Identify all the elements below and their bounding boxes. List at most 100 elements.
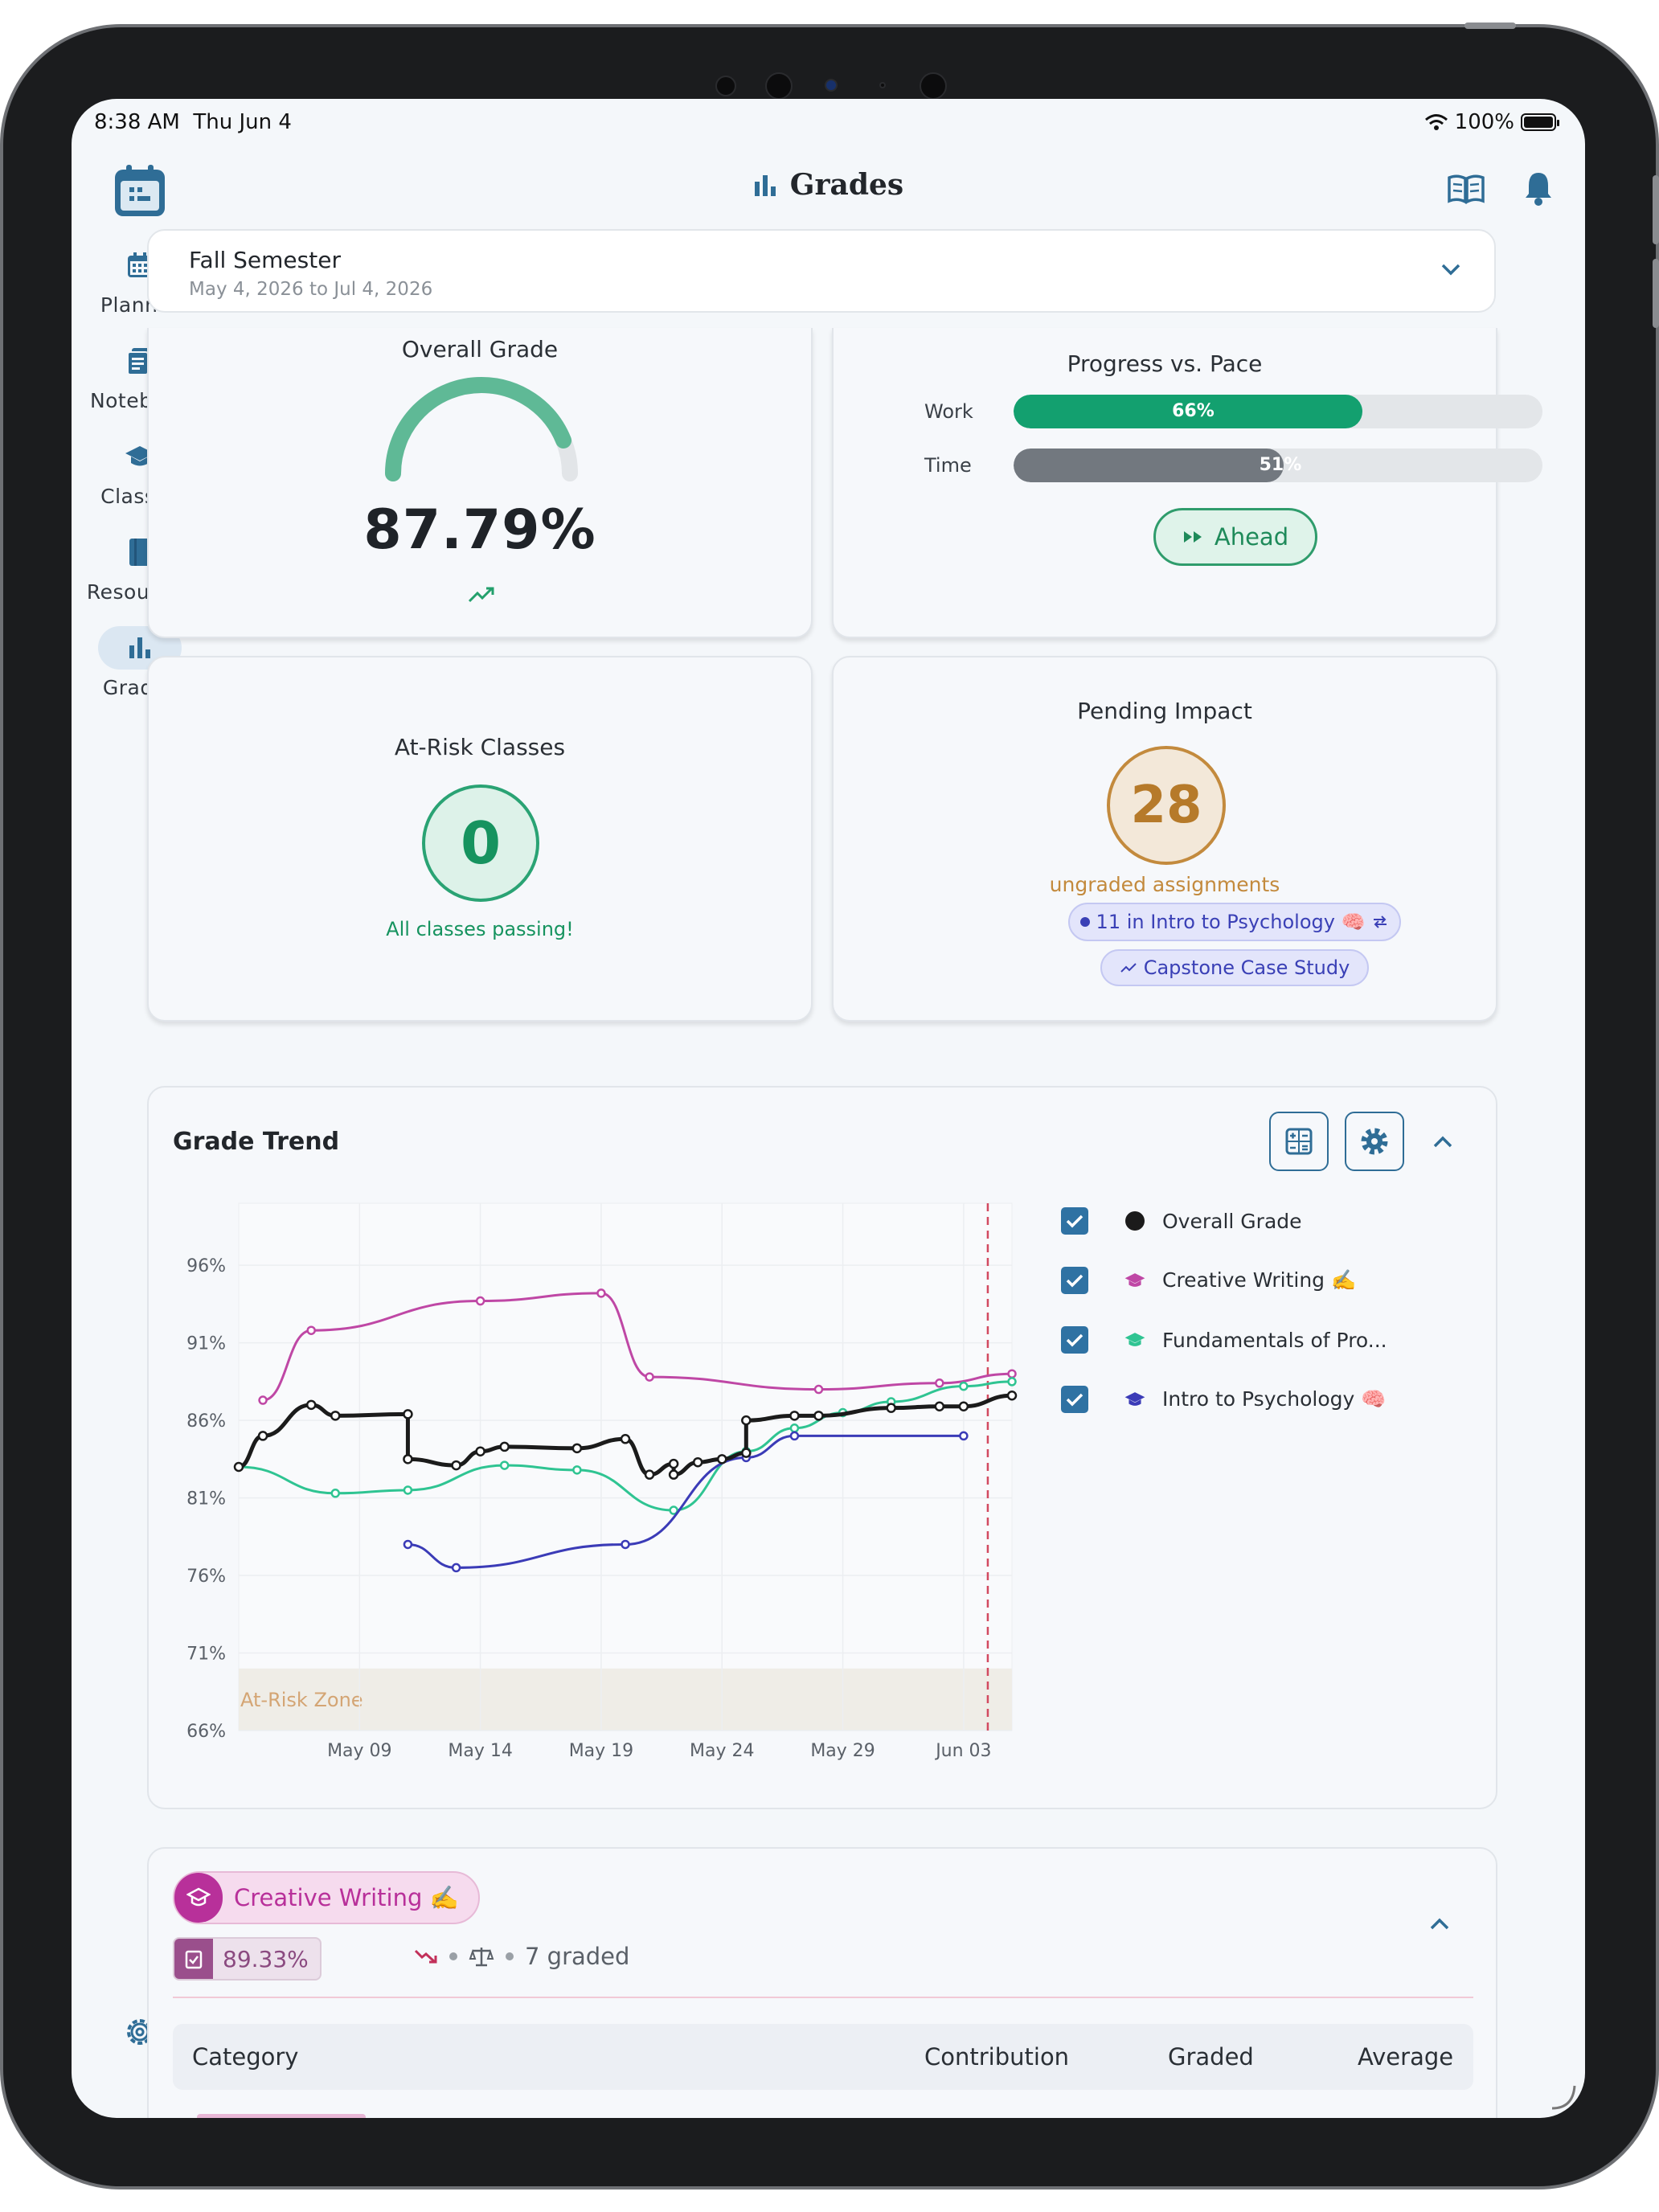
checkmark-icon — [1066, 1215, 1083, 1228]
fast-forward-icon — [1183, 531, 1202, 543]
legend-psychology[interactable]: Intro to Psychology 🧠 — [1061, 1383, 1386, 1415]
data-point-2 — [403, 1485, 413, 1495]
chevron-up-icon[interactable] — [1432, 1134, 1454, 1150]
planner-pill — [98, 244, 182, 287]
legend-fundamentals[interactable]: Fundamentals of Pro... — [1061, 1324, 1387, 1356]
at-risk-zone — [239, 1668, 1012, 1731]
x-tick-label: Jun 03 — [934, 1741, 991, 1761]
gear-icon — [1361, 1128, 1388, 1155]
x-tick-label: May 24 — [690, 1741, 754, 1761]
class-meta: 7 graded — [414, 1943, 629, 1970]
semester-name: Fall Semester — [189, 247, 341, 273]
class-score-badge: 89.33% — [173, 1937, 322, 1981]
app-screen: 8:38 AM Thu Jun 4 100% — [72, 99, 1585, 2118]
data-point-0 — [403, 1409, 413, 1419]
ahead-status-button[interactable]: Ahead — [1153, 508, 1317, 566]
y-tick-label: 91% — [186, 1334, 226, 1354]
at-risk-zone-label: At-Risk Zone — [240, 1689, 363, 1711]
balance-scale-icon — [469, 1948, 494, 1967]
data-point-3 — [959, 1431, 969, 1441]
pending-chip-psychology-text: 11 in Intro to Psychology 🧠 — [1096, 911, 1366, 933]
work-label: Work — [924, 400, 973, 423]
x-tick-label: May 09 — [327, 1741, 391, 1761]
data-point-0 — [1006, 1390, 1018, 1401]
pending-chip-capstone-text: Capstone Case Study — [1143, 956, 1350, 979]
chart-settings-button[interactable] — [1345, 1112, 1404, 1171]
calendar-icon — [128, 252, 152, 277]
trending-down-icon — [414, 1949, 437, 1964]
semester-selector[interactable]: Fall Semester May 4, 2026 to Jul 4, 2026 — [147, 229, 1496, 313]
notebook-icon — [127, 348, 152, 375]
data-point-0 — [644, 1469, 655, 1480]
meta-separator — [506, 1952, 514, 1960]
data-point-0 — [692, 1456, 703, 1468]
data-point-1 — [813, 1384, 824, 1395]
at-risk-title: At-Risk Classes — [394, 734, 566, 760]
data-point-0 — [668, 1458, 679, 1469]
data-point-0 — [571, 1443, 583, 1454]
class-icon — [174, 1873, 223, 1923]
checkmark-icon — [1066, 1393, 1083, 1407]
open-book-icon[interactable] — [1446, 168, 1486, 208]
data-point-1 — [1007, 1369, 1017, 1378]
app-logo-icon[interactable] — [112, 163, 168, 219]
data-point-3 — [621, 1539, 630, 1550]
time-progress-fill — [1014, 449, 1284, 482]
overall-grade-card: Overall Grade 87.79% — [147, 328, 813, 638]
status-clock: 8:38 AM — [94, 110, 180, 134]
notification-bell-icon[interactable] — [1518, 168, 1559, 208]
legend-overall-grade[interactable]: Overall Grade — [1061, 1205, 1302, 1237]
legend-creative-writing[interactable]: Creative Writing ✍️ — [1061, 1264, 1356, 1296]
calculator-button[interactable] — [1269, 1112, 1329, 1171]
data-point-2 — [572, 1465, 582, 1475]
at-risk-card: At-Risk Classes 0 All classes passing! — [147, 656, 813, 1022]
class-score: 89.33% — [223, 1945, 309, 1972]
time-percent: 51% — [1259, 455, 1302, 475]
section-divider — [173, 1997, 1473, 1998]
data-point-2 — [1007, 1377, 1017, 1387]
legend-checkbox[interactable] — [1061, 1386, 1088, 1413]
cap-icon-creative — [1124, 1273, 1145, 1287]
collapse-chevron-icon[interactable] — [1428, 1916, 1451, 1932]
progress-pace-card: Progress vs. Pace — [832, 328, 1497, 638]
pending-impact-title: Pending Impact — [1077, 698, 1252, 724]
checkmark-icon — [1066, 1333, 1083, 1347]
x-tick-label: May 14 — [448, 1741, 512, 1761]
bar-chart-icon — [129, 637, 150, 658]
class-name: Creative Writing ✍️ — [234, 1883, 459, 1911]
meta-separator — [449, 1952, 457, 1960]
calculator-icon — [1285, 1128, 1313, 1155]
data-point-3 — [789, 1431, 800, 1441]
pending-chip-psychology[interactable]: 11 in Intro to Psychology 🧠 — [1068, 903, 1401, 941]
battery-icon — [1521, 113, 1559, 131]
status-indicators: 100% — [1424, 110, 1559, 134]
data-point-0 — [451, 1460, 461, 1471]
graded-count: 7 graded — [525, 1943, 630, 1970]
legend-label: Fundamentals of Pro... — [1162, 1328, 1387, 1352]
book-icon — [129, 539, 150, 566]
volume-up-button — [1653, 175, 1659, 244]
chip-dot-icon — [1079, 917, 1090, 927]
data-point-2 — [959, 1381, 969, 1391]
data-point-0 — [233, 1461, 244, 1473]
status-date: Thu Jun 4 — [193, 110, 292, 134]
data-point-0 — [620, 1434, 631, 1444]
title-bar-chart-icon — [754, 175, 776, 196]
light-sensor-icon — [825, 79, 838, 92]
data-point-0 — [789, 1411, 800, 1421]
legend-checkbox[interactable] — [1061, 1207, 1088, 1235]
class-name-tag[interactable]: Creative Writing ✍️ — [173, 1871, 480, 1924]
data-point-1 — [306, 1325, 316, 1335]
trend-line-icon — [1120, 963, 1137, 973]
data-point-0 — [475, 1446, 485, 1456]
legend-checkbox[interactable] — [1061, 1326, 1088, 1354]
legend-label: Creative Writing ✍️ — [1162, 1268, 1357, 1292]
data-point-0 — [741, 1448, 752, 1458]
graduation-cap-outline-icon — [186, 1887, 211, 1907]
pending-chip-capstone[interactable]: Capstone Case Study — [1100, 949, 1369, 986]
time-progress-bar: 51% — [1014, 449, 1542, 482]
plot-area — [238, 1202, 1013, 1731]
legend-checkbox[interactable] — [1061, 1267, 1088, 1294]
data-point-0 — [813, 1411, 824, 1421]
data-point-3 — [451, 1563, 461, 1573]
